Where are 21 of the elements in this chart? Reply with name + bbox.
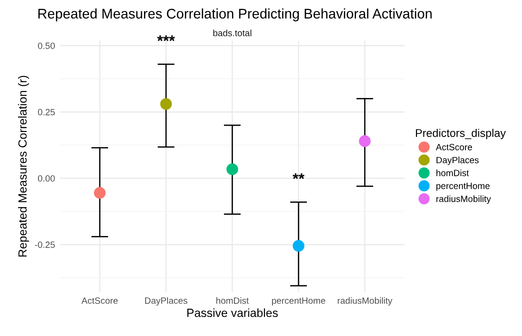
chart-title: Repeated Measures Correlation Predicting Behavioral Activation xyxy=(38,8,432,22)
legend-label: ActScore xyxy=(436,144,472,150)
x-tick-label: homDist xyxy=(216,297,249,304)
y-axis-title: Repeated Measures Correlation (r) xyxy=(18,76,30,257)
annotation: ** xyxy=(292,173,304,180)
legend-label: radiusMobility xyxy=(436,195,491,204)
legend-label: homDist xyxy=(436,170,469,176)
y-tick-label: -0.25 xyxy=(34,242,55,248)
x-axis-title: Passive variables xyxy=(187,308,278,318)
legend-label: percentHome xyxy=(436,182,490,191)
x-tick-label: ActScore xyxy=(81,297,118,304)
y-tick-label: 0.50 xyxy=(38,42,55,49)
legend-label: DayPlaces xyxy=(436,156,479,166)
chart-subtitle: bads.total xyxy=(213,30,252,36)
x-tick-label: DayPlaces xyxy=(145,297,188,306)
y-tick-label: 0.25 xyxy=(38,108,55,116)
x-tick-label: percentHome xyxy=(272,298,326,306)
y-tick-label: 0.00 xyxy=(38,175,55,182)
annotation: *** xyxy=(157,35,175,42)
legend-title: Predictors_display xyxy=(416,128,506,140)
x-tick-label: radiusMobility xyxy=(338,297,392,306)
